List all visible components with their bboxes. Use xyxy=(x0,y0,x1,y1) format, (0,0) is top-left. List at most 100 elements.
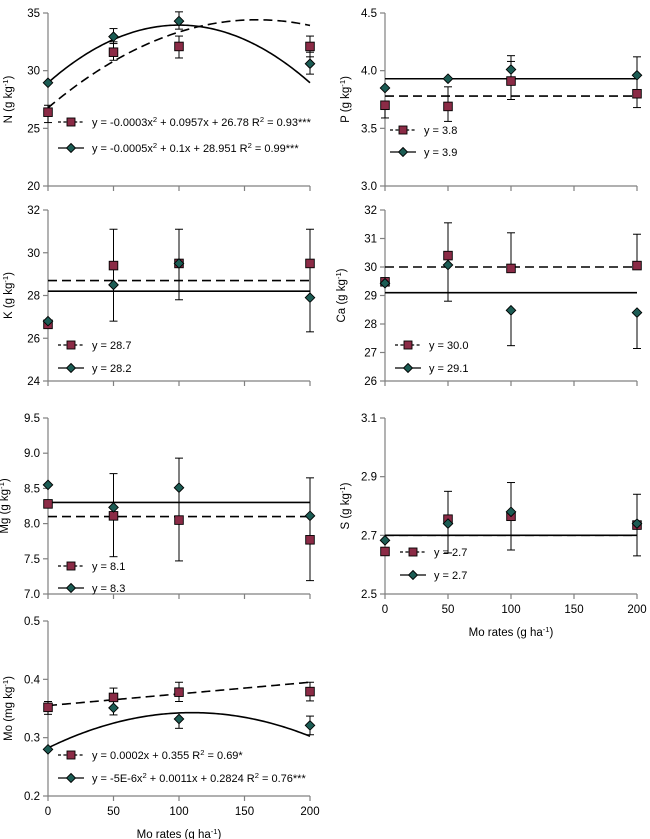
legend-marker-diamond xyxy=(407,569,419,581)
data-point-diamond xyxy=(631,307,643,318)
data-point-diamond xyxy=(42,743,54,755)
data-point-square xyxy=(305,686,315,697)
legend-marker-square xyxy=(66,561,76,571)
data-point-square xyxy=(108,260,119,271)
data-point-square xyxy=(443,250,453,261)
x-tick-label: 200 xyxy=(627,604,646,616)
legend-marker-square xyxy=(398,125,408,135)
y-tick-label: 2.5 xyxy=(361,589,377,601)
legend-label: y = 8.1 xyxy=(92,561,125,573)
legend-label: y = 29.1 xyxy=(429,363,468,375)
legend-label: y = 2.7 xyxy=(434,547,467,559)
x-tick-label: 0 xyxy=(45,806,51,818)
data-point-square xyxy=(380,546,390,557)
legend-marker-diamond xyxy=(402,362,414,374)
panel-N: 20 25 30 35 N (g kg-1) y = -0.0003x2 + 0.0957… xyxy=(1,8,316,193)
y-tick-label: 30 xyxy=(27,248,40,260)
y-tick-label: 3.0 xyxy=(361,181,377,193)
legend-label: y = 2.7 xyxy=(434,570,467,582)
panel-S: 2.5 2.7 2.9 3.1 0 50 100 150 200 Mo rates (g ha-1… xyxy=(338,413,647,639)
y-tick-label: 8.5 xyxy=(24,483,40,495)
data-point-diamond xyxy=(173,15,185,27)
data-point-square xyxy=(108,47,119,57)
legend-label: y = -0.0005x2 + 0.1x + 28.951 R2 = 0.99*… xyxy=(92,141,299,155)
y-tick-label: 32 xyxy=(27,205,40,217)
y-tick-label: 26 xyxy=(364,376,377,388)
fit-line-diamond xyxy=(47,711,311,749)
x-tick-label: 50 xyxy=(442,604,455,616)
panel-Mg: 7.0 7.5 8.0 8.5 9.0 9.5 Mg (g kg-1) y = 8.1 y = … xyxy=(0,413,316,601)
y-tick-label: 27 xyxy=(364,348,377,360)
y-tick-label: 3.1 xyxy=(361,413,377,425)
y-tick-label: 26 xyxy=(27,333,40,345)
data-point-square xyxy=(108,511,119,521)
legend-marker-diamond xyxy=(65,142,77,154)
y-tick-label: 28 xyxy=(364,319,377,331)
y-axis-title: Mo (mg kg-1) xyxy=(1,676,15,741)
panel-Ca: 26 27 28 29 30 31 32 Ca (g kg-1) y = 30.0 y = 29.… xyxy=(334,205,643,388)
data-point-diamond xyxy=(108,279,119,291)
data-point-diamond xyxy=(379,534,391,546)
data-point-diamond xyxy=(42,77,54,89)
data-point-diamond xyxy=(108,31,119,43)
data-point-square xyxy=(43,499,53,509)
data-point-diamond xyxy=(304,720,316,731)
data-point-diamond xyxy=(173,258,185,269)
y-tick-label: 0.3 xyxy=(24,733,40,745)
legend-label: y = 28.2 xyxy=(92,363,131,375)
data-point-square xyxy=(174,41,184,52)
legend-marker-square xyxy=(66,750,76,760)
y-tick-label: 24 xyxy=(27,376,40,388)
y-tick-label: 7.0 xyxy=(24,589,40,601)
y-tick-label: 30 xyxy=(27,66,40,78)
y-tick-label: 3.5 xyxy=(361,123,377,135)
data-point-square xyxy=(305,41,315,52)
data-point-square xyxy=(43,107,53,117)
y-tick-label: 20 xyxy=(27,181,40,193)
legend-label: y = -0.0003x2 + 0.0957x + 26.78 R2 = 0.9… xyxy=(92,115,312,129)
data-point-square xyxy=(443,101,453,112)
data-point-square xyxy=(108,692,119,703)
y-tick-label: 7.5 xyxy=(24,554,40,566)
legend-marker-square xyxy=(66,117,76,127)
y-axis-title: N (g kg-1) xyxy=(1,76,15,124)
legend-label: y = 30.0 xyxy=(429,340,468,352)
data-point-diamond xyxy=(631,69,643,81)
data-point-diamond xyxy=(505,506,517,518)
y-tick-label: 35 xyxy=(27,8,40,20)
legend-marker-diamond xyxy=(65,772,77,784)
legend-marker-diamond xyxy=(65,582,77,594)
legend-label: y = -5E-6x2 + 0.0011x + 0.2824 R2 = 0.76… xyxy=(92,771,306,785)
legend-marker-diamond xyxy=(65,362,77,374)
data-point-square xyxy=(506,76,516,86)
y-tick-label: 28 xyxy=(27,291,40,303)
data-point-diamond xyxy=(304,58,316,70)
data-point-diamond xyxy=(42,479,54,491)
x-tick-label: 200 xyxy=(300,806,319,818)
y-axis-title: Ca (g kg-1) xyxy=(334,268,348,322)
data-point-diamond xyxy=(173,482,185,494)
legend-marker-square xyxy=(403,340,413,350)
y-tick-label: 8.0 xyxy=(24,519,40,531)
data-point-diamond xyxy=(42,315,54,327)
fit-line-square xyxy=(47,18,311,109)
data-point-diamond xyxy=(379,82,391,94)
y-axis-title: Mg (g kg-1) xyxy=(0,478,11,534)
data-point-square xyxy=(380,100,390,111)
y-tick-label: 31 xyxy=(364,234,377,246)
data-point-square xyxy=(506,263,516,274)
x-tick-label: 100 xyxy=(501,604,520,616)
data-point-diamond xyxy=(108,702,119,714)
legend-marker-diamond xyxy=(397,146,409,158)
legend-label: y = 3.9 xyxy=(424,147,457,159)
data-point-diamond xyxy=(442,259,454,271)
x-tick-label: 150 xyxy=(235,806,254,818)
data-point-diamond xyxy=(505,64,517,75)
data-point-diamond xyxy=(108,502,119,513)
data-point-diamond xyxy=(304,510,316,522)
panel-P: 3.0 3.5 4.0 4.5 P (g kg-1) y = 3.8 y = 3.9 xyxy=(338,8,643,193)
y-tick-label: 32 xyxy=(364,205,377,217)
data-point-square xyxy=(305,258,315,269)
x-axis-title: Mo rates (g ha-1) xyxy=(137,827,222,839)
y-tick-label: 2.7 xyxy=(361,530,377,542)
